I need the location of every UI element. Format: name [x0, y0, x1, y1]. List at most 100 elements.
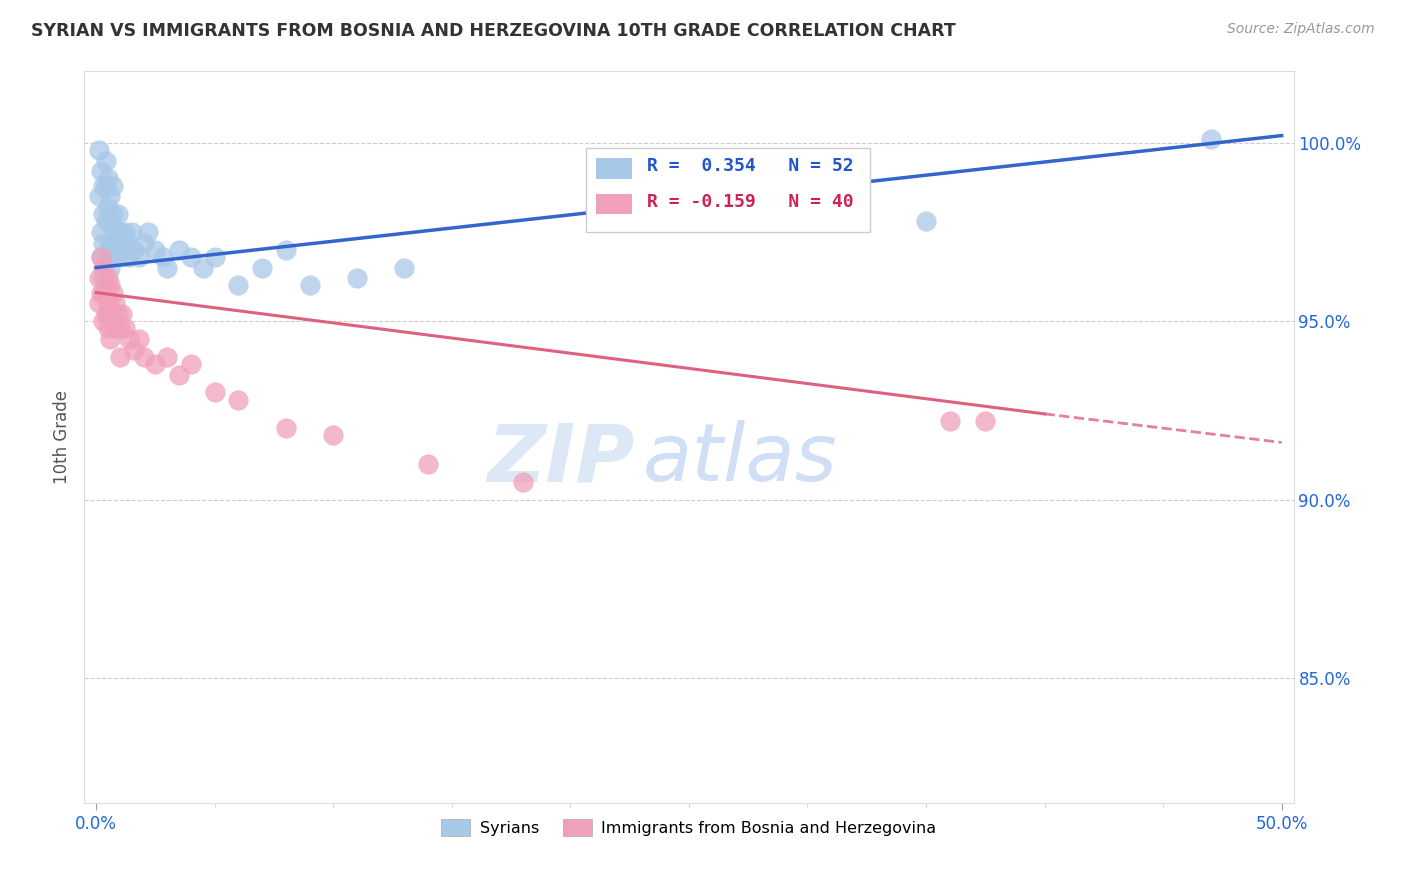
Point — [111, 307, 134, 321]
Point — [97, 271, 120, 285]
Point — [94, 214, 117, 228]
Point — [114, 321, 136, 335]
Bar — [596, 159, 633, 179]
Point — [204, 385, 226, 400]
Point — [107, 207, 129, 221]
Point — [418, 457, 440, 471]
Point — [111, 243, 134, 257]
Point — [100, 307, 122, 321]
Point — [91, 178, 114, 193]
Point — [108, 225, 131, 239]
Point — [91, 207, 114, 221]
Y-axis label: 10th Grade: 10th Grade — [53, 390, 72, 484]
Point — [1199, 132, 1222, 146]
Point — [108, 321, 131, 335]
Point — [91, 285, 114, 300]
Point — [94, 178, 117, 193]
Point — [228, 278, 250, 293]
Point — [118, 332, 141, 346]
Point — [101, 178, 124, 193]
Bar — [596, 194, 633, 214]
Point — [915, 214, 938, 228]
Point — [97, 296, 120, 310]
Point — [298, 278, 321, 293]
Point — [101, 285, 124, 300]
Point — [107, 235, 129, 250]
Point — [108, 250, 131, 264]
Point — [91, 271, 114, 285]
Point — [138, 225, 160, 239]
Point — [100, 214, 122, 228]
Point — [128, 250, 150, 264]
Point — [250, 260, 273, 275]
Point — [87, 143, 110, 157]
Point — [180, 357, 202, 371]
Point — [128, 332, 150, 346]
Point — [101, 235, 124, 250]
Point — [156, 260, 179, 275]
Point — [132, 235, 155, 250]
Point — [100, 332, 122, 346]
Point — [115, 235, 138, 250]
Point — [100, 235, 122, 250]
Text: SYRIAN VS IMMIGRANTS FROM BOSNIA AND HERZEGOVINA 10TH GRADE CORRELATION CHART: SYRIAN VS IMMIGRANTS FROM BOSNIA AND HER… — [31, 22, 956, 40]
Point — [97, 243, 120, 257]
Point — [274, 421, 297, 435]
Point — [322, 428, 344, 442]
Point — [87, 296, 110, 310]
Point — [145, 357, 167, 371]
Point — [94, 278, 117, 293]
Point — [107, 307, 129, 321]
Point — [91, 314, 114, 328]
Point — [91, 235, 114, 250]
Point — [97, 321, 120, 335]
Point — [167, 368, 190, 382]
Text: ZIP: ZIP — [486, 420, 634, 498]
Point — [97, 200, 120, 214]
Point — [394, 260, 416, 275]
Point — [97, 171, 120, 186]
Point — [114, 225, 136, 239]
Point — [87, 271, 110, 285]
Point — [145, 243, 167, 257]
Point — [90, 250, 112, 264]
Point — [91, 260, 114, 275]
Point — [94, 153, 117, 168]
Point — [101, 207, 124, 221]
Point — [938, 414, 960, 428]
Point — [94, 307, 117, 321]
Point — [104, 250, 127, 264]
Point — [100, 260, 122, 275]
Point — [228, 392, 250, 407]
Point — [204, 250, 226, 264]
Point — [100, 278, 122, 293]
Point — [118, 250, 141, 264]
Text: atlas: atlas — [643, 420, 838, 498]
Point — [90, 250, 112, 264]
Point — [122, 343, 145, 357]
Point — [87, 189, 110, 203]
Point — [90, 164, 112, 178]
Point — [191, 260, 214, 275]
Point — [156, 350, 179, 364]
Point — [104, 225, 127, 239]
Point — [104, 296, 127, 310]
Point — [346, 271, 368, 285]
Point — [152, 250, 174, 264]
Point — [108, 350, 131, 364]
Point — [180, 250, 202, 264]
Point — [90, 285, 112, 300]
Point — [101, 314, 124, 328]
Point — [132, 350, 155, 364]
Point — [122, 243, 145, 257]
Point — [90, 225, 112, 239]
FancyBboxPatch shape — [586, 148, 870, 232]
Point — [104, 321, 127, 335]
Point — [512, 475, 534, 489]
Point — [974, 414, 997, 428]
Point — [100, 189, 122, 203]
Point — [121, 225, 143, 239]
Point — [167, 243, 190, 257]
Text: Source: ZipAtlas.com: Source: ZipAtlas.com — [1227, 22, 1375, 37]
Text: R = -0.159   N = 40: R = -0.159 N = 40 — [647, 193, 853, 211]
